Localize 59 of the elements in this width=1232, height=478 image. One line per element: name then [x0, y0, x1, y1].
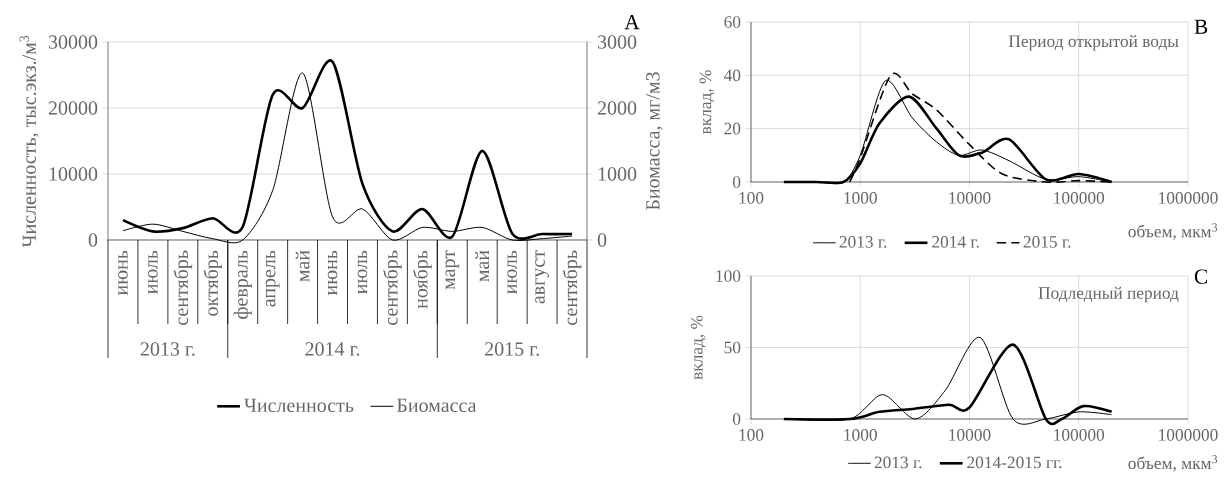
x-tick-label: 1000	[844, 429, 877, 441]
y-tick-label: 30000	[48, 35, 98, 49]
y-tick-label: 0	[732, 176, 741, 188]
text: 2013 г.	[140, 342, 195, 356]
y-tick-label: 50	[724, 341, 741, 354]
x-tick-label: февраль	[233, 250, 252, 319]
text: 2015 г.	[485, 342, 539, 356]
text: 2014 г.	[305, 342, 360, 356]
legend-label: Численность	[244, 398, 354, 413]
y-axis-title: вклад, %	[690, 315, 706, 380]
x-tick-label: сентябрь	[562, 250, 582, 325]
y-axis-title: Численность, тыс.экз./м$^{3}$	[19, 35, 39, 248]
y2-tick-label: 0	[597, 233, 607, 247]
text: A	[624, 15, 640, 30]
x-tick-label: 1000	[844, 192, 877, 204]
legend-label: 2014 г.	[932, 236, 979, 248]
y-tick-label: 0	[88, 233, 98, 247]
annotation: Подледный период	[1038, 286, 1179, 303]
x-tick-label: 1000000	[1159, 429, 1218, 441]
x-axis-title: объем, мкм$^{3}$	[1128, 223, 1218, 240]
y-axis-title: вклад, %	[699, 70, 715, 135]
legend-label: 2013 г.	[874, 456, 922, 469]
chart-title: C	[1194, 269, 1208, 284]
x-axis-title: объем, мкм$^{3}$	[1128, 455, 1218, 472]
x-tick-label: март	[445, 250, 460, 290]
x-tick-label: сентябрь	[383, 250, 402, 325]
x-tick-label: 100000	[1054, 429, 1105, 441]
y2-tick-label: 3000	[598, 35, 637, 49]
legend-label: Биомасса	[396, 398, 477, 413]
x-tick-label: апрель	[265, 250, 280, 307]
y-tick-label: 60	[724, 16, 741, 28]
x-tick-label: сентябрь	[173, 250, 193, 325]
x-tick-label: июнь	[327, 250, 338, 296]
x-tick-label: май	[295, 250, 310, 282]
chart-title: B	[1194, 19, 1208, 34]
y-tick-label: 40	[723, 69, 741, 82]
y2-tick-label: 1000	[598, 167, 637, 181]
y2-tick-label: 2000	[597, 101, 637, 115]
x-tick-label: 1000000	[1159, 192, 1218, 204]
x-tick-label: 10000	[949, 192, 991, 204]
y-tick-label: 0	[732, 413, 741, 425]
x-tick-label: июль	[148, 250, 158, 294]
legend-label: 2015 г.	[1023, 236, 1071, 248]
x-tick-label: октябрь	[203, 250, 223, 316]
y-tick-label: 20	[724, 122, 741, 135]
legend-label: 2013 г.	[839, 236, 887, 248]
y2-axis-title: Биомасса, мг/м3	[646, 72, 663, 210]
x-tick-label: июль	[507, 250, 517, 294]
y-tick-label: 20000	[48, 101, 98, 115]
legend-label: 2014-2015 гг.	[967, 456, 1062, 469]
annotation: Период открытой воды	[1008, 35, 1179, 51]
x-tick-label: август	[535, 250, 549, 304]
y-tick-label: 10000	[49, 167, 98, 181]
x-tick-label: май	[475, 250, 490, 282]
x-tick-label: июнь	[118, 250, 128, 296]
x-tick-label: июль	[357, 250, 368, 294]
x-tick-label: 100000	[1054, 192, 1105, 204]
x-tick-label: 10000	[949, 429, 991, 441]
x-tick-label: ноябрь	[413, 250, 432, 309]
